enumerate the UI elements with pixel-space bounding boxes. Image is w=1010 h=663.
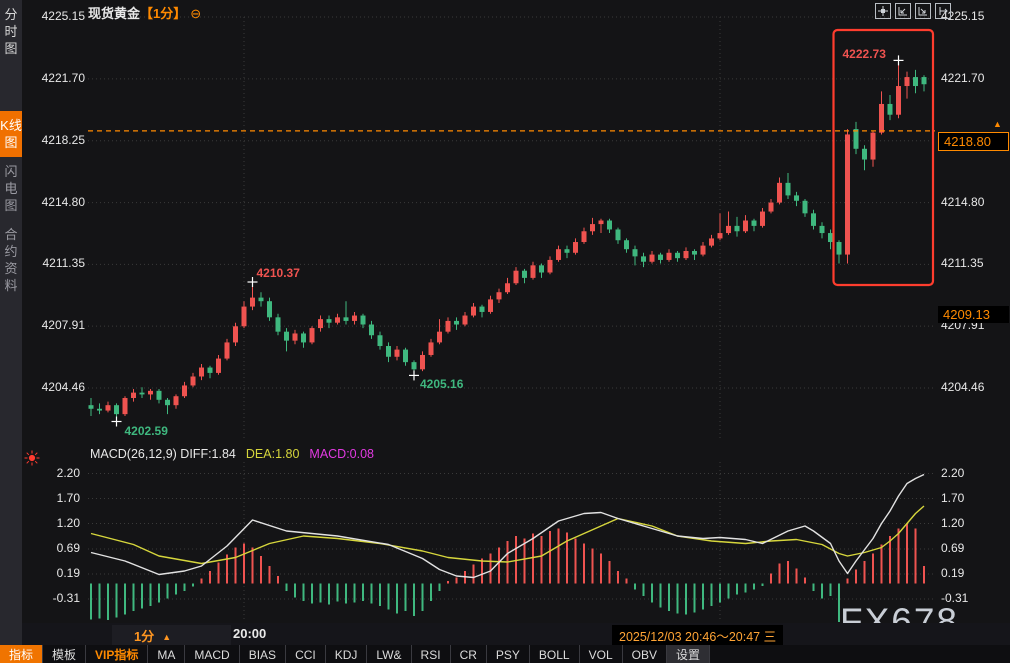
price-tick: 4221.70 <box>41 70 85 85</box>
price-tick: 4225.15 <box>41 9 85 23</box>
macd-tick: 0.19 <box>56 566 80 580</box>
interval-selector[interactable]: 1分 ▲ <box>112 625 232 646</box>
price-tick: 4204.46 <box>41 379 85 394</box>
time-axis-row: 1分 ▲ 20:00 2025/12/03 20:46～20:47 三 <box>22 623 1010 646</box>
macd-tick: 0.69 <box>56 541 80 555</box>
price-tick: 4207.91 <box>41 318 85 333</box>
price-annotation: 4210.37 <box>256 266 300 280</box>
macd-tick: 2.20 <box>56 465 80 480</box>
macd-params-diff: MACD(26,12,9) DIFF:1.84 <box>90 447 236 461</box>
shift-right-icon[interactable] <box>935 3 951 19</box>
price-annotation: 4222.73 <box>842 47 886 62</box>
price-tick: 4204.46 <box>941 379 985 394</box>
dea-value: DEA:1.80 <box>245 447 300 461</box>
toolbar-item-15[interactable]: 设置 <box>666 645 710 663</box>
price-tick: 4214.80 <box>941 194 985 209</box>
toolbar-item-12[interactable]: BOLL <box>530 645 580 663</box>
toolbar-item-4[interactable]: MACD <box>185 645 240 663</box>
price-up-arrow-icon: ▲ <box>993 118 1002 129</box>
toolbar-item-10[interactable]: CR <box>451 645 487 663</box>
macd-tick: 0.19 <box>941 566 965 580</box>
sidebar: 分时图 K线图 闪电图 合约资料 <box>0 0 22 663</box>
toolbar-item-8[interactable]: LW& <box>367 645 412 663</box>
price-tick: 4221.70 <box>941 70 985 85</box>
alert-burst-icon[interactable] <box>24 450 40 471</box>
toolbar-item-2[interactable]: VIP指标 <box>86 645 149 663</box>
current-price-label: 4218.80 <box>938 131 1009 151</box>
macd-tick: -0.31 <box>52 591 80 605</box>
pan-icon[interactable] <box>875 3 891 19</box>
price-tick: 4214.80 <box>41 194 85 209</box>
sidebar-item-contract-info[interactable]: 合约资料 <box>4 227 18 293</box>
scale-left-icon[interactable] <box>895 3 911 19</box>
macd-value: MACD:0.08 <box>309 447 375 461</box>
macd-tick: 1.20 <box>56 515 80 530</box>
toolbar-item-5[interactable]: BIAS <box>240 645 287 663</box>
price-annotation: 4202.59 <box>124 423 168 438</box>
symbol-name: 现货黄金 <box>88 6 141 21</box>
collapse-icon[interactable]: ⊖ <box>190 6 202 21</box>
price-tick: 4211.35 <box>42 256 86 271</box>
toolbar-item-9[interactable]: RSI <box>412 645 451 663</box>
sidebar-item-kline-chart[interactable]: K线图 <box>0 111 22 157</box>
macd-tick: 1.70 <box>941 490 965 505</box>
toolbar-item-13[interactable]: VOL <box>580 645 623 663</box>
secondary-price-label: 4209.13 <box>938 306 1009 324</box>
macd-tick: 1.70 <box>56 490 80 505</box>
toolbar-item-3[interactable]: MA <box>148 645 186 663</box>
time-tick-label: 20:00 <box>233 626 267 641</box>
chart-title: 现货黄金【1分】 ⊖ <box>88 3 201 22</box>
macd-header: MACD(26,12,9) DIFF:1.84 DEA:1.80 MACD:0.08 <box>90 447 374 461</box>
triangle-up-icon: ▲ <box>162 632 172 642</box>
toolbar-item-6[interactable]: CCI <box>286 645 326 663</box>
price-annotation: 4205.16 <box>420 377 464 392</box>
scale-right-icon[interactable] <box>915 3 931 19</box>
price-tick: 4225.15 <box>941 9 985 23</box>
toolbar-item-7[interactable]: KDJ <box>326 645 368 663</box>
price-tick: 4211.35 <box>941 256 984 271</box>
candle-timestamp: 2025/12/03 20:46～20:47 三 <box>612 625 784 646</box>
macd-tick: -0.31 <box>941 591 969 605</box>
sidebar-item-time-chart[interactable]: 分时图 <box>4 7 18 56</box>
toolbar-item-0[interactable]: 指标 <box>0 645 44 663</box>
price-tick: 4218.25 <box>41 132 85 147</box>
interval-tag: 【1分】 <box>140 6 187 21</box>
indicator-toolbar: 指标 模板 VIP指标 MA MACD BIAS CCI KDJ LW& RSI CR PSY BOLL… <box>0 645 1010 663</box>
macd-tick: 2.20 <box>941 465 965 480</box>
macd-tick: 0.69 <box>941 541 965 555</box>
sidebar-item-flash-chart[interactable]: 闪电图 <box>4 164 18 213</box>
macd-tick: 1.20 <box>941 515 965 530</box>
toolbar-item-14[interactable]: OBV <box>623 645 667 663</box>
toolbar-item-1[interactable]: 模板 <box>43 645 87 663</box>
chart-controls <box>875 3 951 19</box>
toolbar-item-11[interactable]: PSY <box>487 645 530 663</box>
